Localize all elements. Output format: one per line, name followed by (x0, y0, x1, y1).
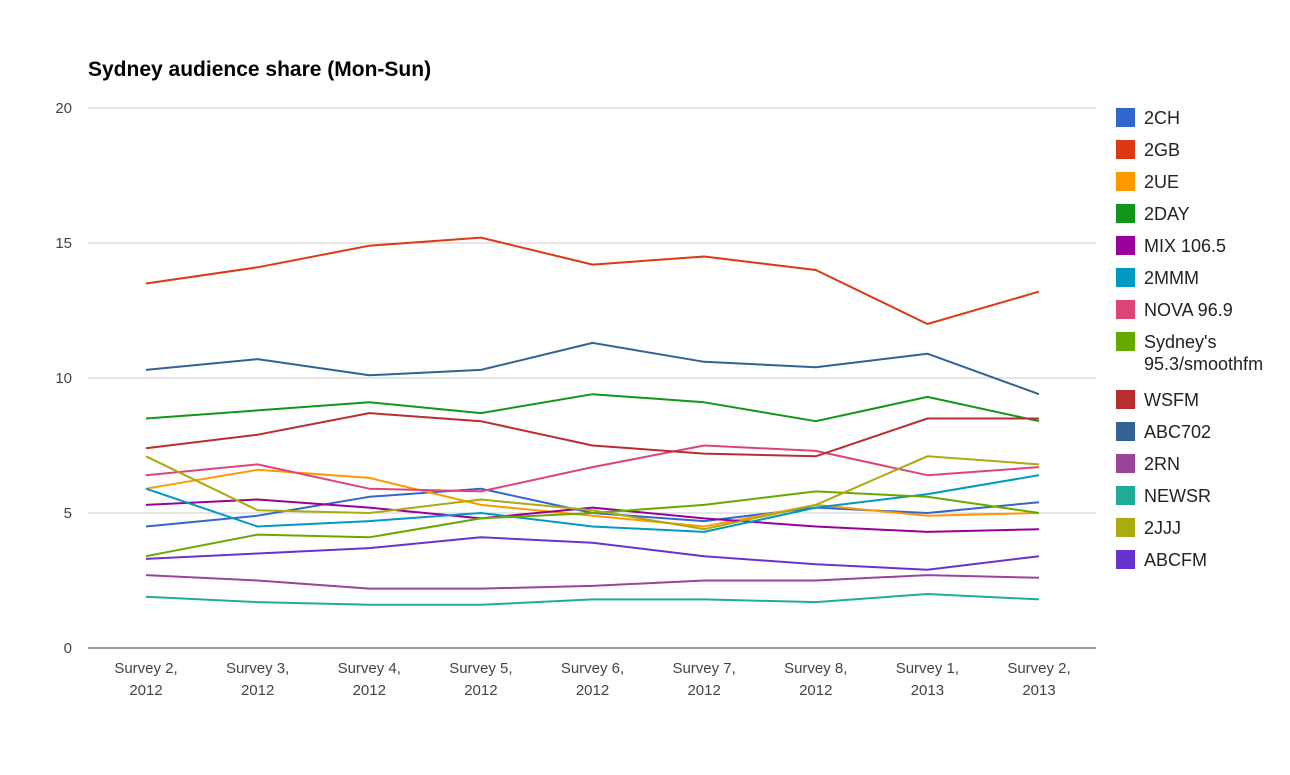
x-tick-label: 2012 (799, 682, 832, 699)
legend-label-nova-96-9: NOVA 96.9 (1144, 300, 1233, 320)
legend-label-mix-106-5: MIX 106.5 (1144, 236, 1226, 256)
series-line-2mmm (145, 474, 1040, 533)
x-tick-label: 2012 (687, 682, 720, 699)
series-line-2jjj (145, 455, 1040, 531)
legend-label-2jjj: 2JJJ (1144, 518, 1181, 538)
x-tick-label: Survey 2, (1007, 660, 1070, 677)
legend-label-wsfm: WSFM (1144, 390, 1199, 410)
legend-label-2mmm: 2MMM (1144, 268, 1199, 288)
chart-title: Sydney audience share (Mon-Sun) (88, 58, 431, 81)
legend-swatch-2rn (1116, 454, 1135, 473)
legend-swatch-newsr (1116, 486, 1135, 505)
series-line-wsfm (145, 412, 1039, 458)
series-line-2day (145, 393, 1040, 423)
legend-label-2ue: 2UE (1144, 172, 1179, 192)
series-line-mix-106-5 (145, 498, 1040, 533)
legend-swatch-abcfm (1116, 550, 1135, 569)
legend-swatch-2ue (1116, 172, 1135, 191)
legend-swatch-abc702 (1116, 422, 1135, 441)
x-tick-label: Survey 8, (784, 660, 847, 677)
legend-label-2gb: 2GB (1144, 140, 1180, 160)
x-tick-label: 2012 (353, 682, 386, 699)
x-tick-label: Survey 3, (226, 660, 289, 677)
x-tick-label: Survey 1, (896, 660, 959, 677)
x-tick-label: Survey 4, (338, 660, 401, 677)
series-line-2gb (145, 236, 1040, 325)
y-tick-label: 0 (64, 640, 72, 657)
x-tick-label: 2012 (241, 682, 274, 699)
legend-swatch-2ch (1116, 108, 1135, 127)
series-line-nova-96-9 (145, 444, 1040, 493)
x-tick-label: Survey 7, (672, 660, 735, 677)
x-tick-label: Survey 2, (114, 660, 177, 677)
legend-label-abcfm: ABCFM (1144, 550, 1207, 570)
legend-swatch-2jjj (1116, 518, 1135, 537)
x-tick-label: 2012 (576, 682, 609, 699)
legend-label-2day: 2DAY (1144, 204, 1190, 224)
legend-swatch-sydney-s-95-3-smoothfm (1116, 332, 1135, 351)
x-tick-label: 2012 (464, 682, 497, 699)
legend-swatch-2mmm (1116, 268, 1135, 287)
legend-swatch-mix-106-5 (1116, 236, 1135, 255)
series-line-2ue (145, 468, 1040, 528)
legend-label-2rn: 2RN (1144, 454, 1180, 474)
x-tick-label: 2013 (911, 682, 944, 699)
series-line-2rn (145, 574, 1040, 590)
legend-label-sydney-s-95-3-smoothfm: 95.3/smoothfm (1144, 354, 1263, 374)
y-tick-label: 10 (55, 370, 72, 387)
x-tick-label: Survey 5, (449, 660, 512, 677)
legend-swatch-2gb (1116, 140, 1135, 159)
gridlines (88, 107, 1096, 514)
y-tick-label: 15 (55, 235, 72, 252)
legend-swatch-2day (1116, 204, 1135, 223)
legend-swatch-nova-96-9 (1116, 300, 1135, 319)
series-line-newsr (145, 593, 1040, 606)
x-tick-label: Survey 6, (561, 660, 624, 677)
y-tick-label: 5 (64, 505, 72, 522)
legend: 2CH 2GB 2UE 2DAY MIX 106.5 2MMM NOVA 96.9 Sydne… (1116, 108, 1263, 570)
legend-label-newsr: NEWSR (1144, 486, 1211, 506)
series-line-sydney-s-95-3-smoothfm (145, 490, 1040, 558)
series-line-abc702 (145, 341, 1040, 396)
legend-label-sydney-s-95-3-smoothfm: Sydney's (1144, 332, 1216, 352)
series-lines (145, 236, 1040, 606)
x-tick-label: 2012 (129, 682, 162, 699)
x-tick-label: 2013 (1022, 682, 1055, 699)
legend-label-2ch: 2CH (1144, 108, 1180, 128)
x-axis-ticks: Survey 2, 2012 Survey 3, 2012 Survey 4, 2012 S… (114, 660, 1070, 699)
y-axis-ticks: 0 5 10 15 20 (55, 100, 72, 657)
legend-swatch-wsfm (1116, 390, 1135, 409)
series-line-abcfm (145, 536, 1040, 571)
y-tick-label: 20 (55, 100, 72, 117)
legend-label-abc702: ABC702 (1144, 422, 1211, 442)
